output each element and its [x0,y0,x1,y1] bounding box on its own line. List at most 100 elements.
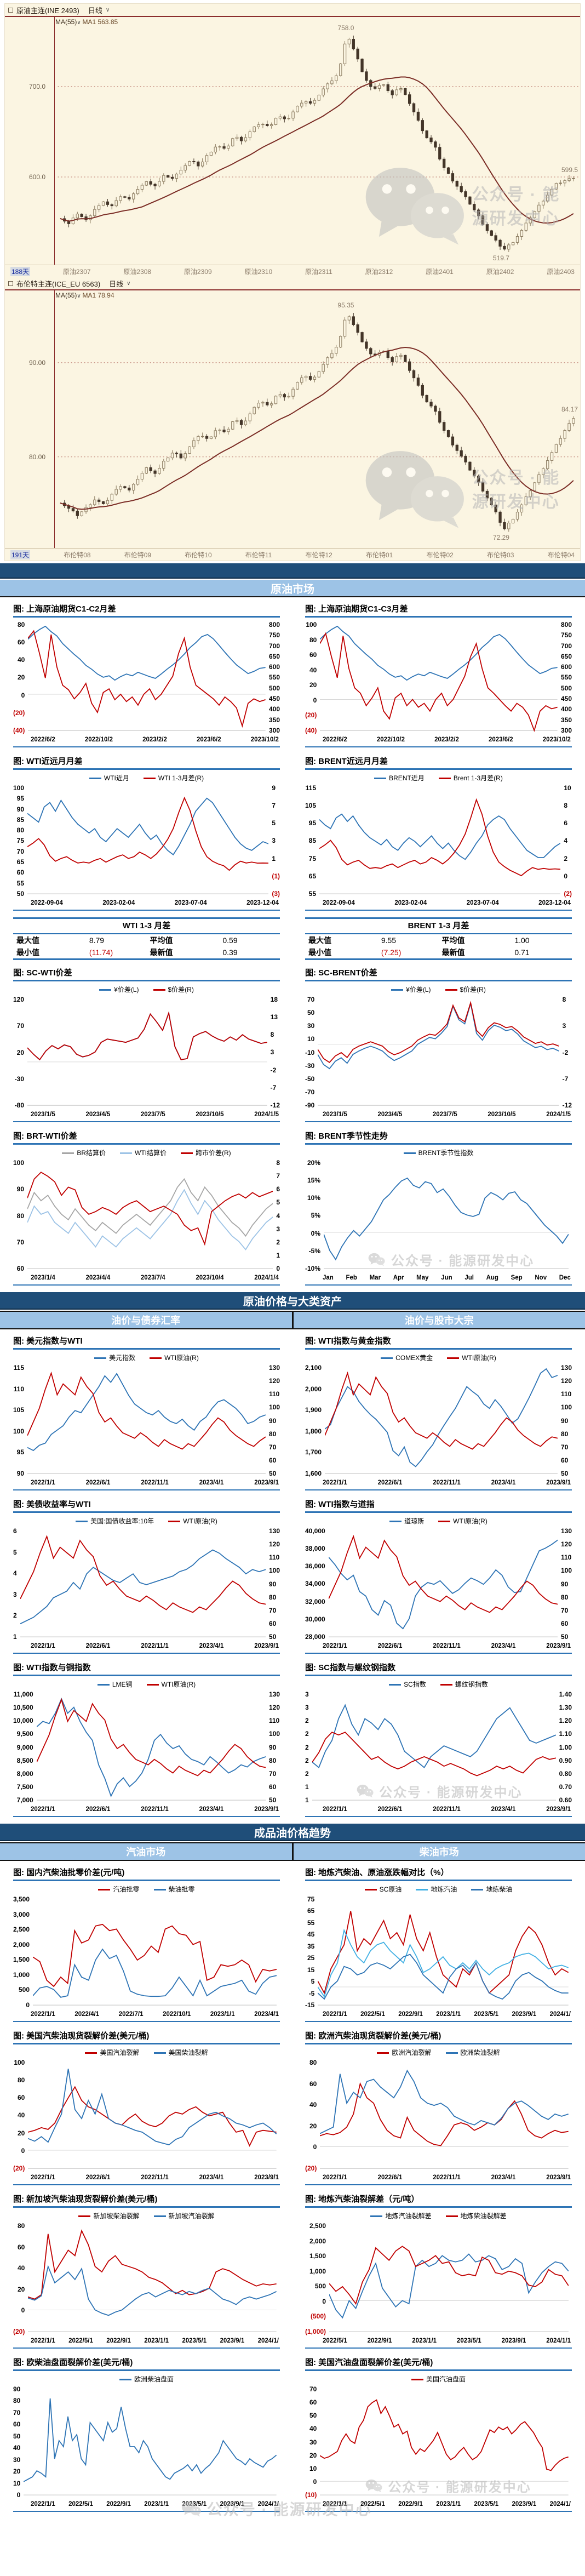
title-underline [305,1880,572,1881]
figure-brent-month: 图: BRENT近远月月差 BRENT近月 Brent 1-3月差(R) 115 105… [305,755,572,911]
x-tick: 2022/5/1 [323,2338,347,2344]
subsection-divider [291,1843,294,1860]
legend-item: 欧洲柴油盘面 [119,2374,174,2384]
fig-title: 图: 欧柴油盘面裂解价差(美元/桶) [13,2358,133,2367]
plot-canvas [28,620,266,735]
instrument-name: 原油主连(INE 2493) [16,6,79,15]
figure-bond-wti: 图: 美债收益率与WTI 美国:国债收益率:10年 WTI原油(R) 6 5 4 3 2 1 13… [13,1498,280,1654]
low-price-label: 72.29 [492,534,509,542]
y-tick: 1,900 [305,1406,322,1414]
x-tick: 2023/1/1 [436,2501,461,2508]
x-tick: 2022/7/1 [118,2011,144,2018]
high-price-label: 95.35 [337,301,354,309]
figure-brent-season: 图: BRENT季节性走势 BRENT季节性指数 20% 15% 10% 5% 0% -5% -… [305,1130,572,1286]
y-tick: 300 [268,726,280,734]
x-tick: 2022/1/1 [31,1480,55,1486]
fig-legend: 美元指数 WTI原油(R) [13,1352,280,1363]
legend-item: BRENT近月 [374,773,425,782]
x-tick: 2023/5/1 [182,2501,207,2508]
chevron-down-icon[interactable]: ∨ [105,7,110,13]
legend-item: BR结算价 [62,1148,106,1157]
legend-item: 新加坡柴油裂解 [78,2211,140,2220]
fig-legend: 美国:国债收益率:10年 WTI原油(R) [13,1515,280,1526]
y-tick: 85 [16,815,25,824]
x-tick: Jun [441,1275,452,1281]
y-tick: 50 [560,1470,569,1477]
y-tick: 3 [13,1590,17,1598]
legend-item: 跨市价差(R) [181,1148,231,1157]
y-tick: 100 [13,784,25,792]
terminal-chart-header: 布伦特主连(ICE_EU 6563) 日线 ∨ [5,277,580,290]
plot-canvas [27,1158,273,1273]
ma-name[interactable]: MA(55) [55,18,77,26]
plot-canvas [28,2221,277,2337]
y-tick: 90 [268,1416,277,1425]
fig-title: 图: 地炼汽柴油、原油涨跌幅对比（%） [305,1868,449,1877]
days-count-label: 191天 [10,550,31,559]
fig-legend: 美国汽油裂解 美国柴油裂解 [13,2047,280,2058]
subsection-gasoline-market: 汽油市场 [0,1843,292,1860]
y-tick: 65 [308,872,317,880]
legend-item: 螺纹钢指数 [440,1680,488,1689]
x-tick: 2023/9/1 [501,2338,526,2344]
fig-title: 图: 欧洲汽柴油现货裂解价差(美元/桶) [305,2031,441,2041]
y-tick: 1.40 [559,1690,572,1698]
series-line [27,1013,267,1060]
y-tick: -12 [562,1101,572,1109]
y-tick: 5% [311,1212,321,1220]
legend-swatch [447,1357,460,1359]
fig-legend: 汽油批零 柴油批零 [13,1883,280,1894]
subsection-title: 汽油市场 [126,1847,166,1858]
y-tick: 50 [16,889,25,898]
y-tick: 700 [560,642,572,650]
y-tick: 3,500 [13,1895,30,1903]
y-tick: -2 [562,1048,569,1056]
contract-tick-label: 布伦特02 [426,551,454,559]
x-axis-ticks: 2022/1/1 2022/4/1 2022/7/1 2022/10/1 2023/1/… [30,2010,280,2018]
fig-legend: 新加坡柴油裂解 新加坡汽油裂解 [13,2210,280,2221]
y-tick: 7 [276,1172,280,1180]
x-tick: 2023/9/1 [220,2338,245,2344]
title-underline [305,1348,572,1350]
y-tick: -5% [308,1247,321,1255]
legend-swatch [120,1152,132,1154]
legend-item: $价差(R) [445,985,486,994]
y-tick: 80 [16,826,25,835]
spread-stats: WTI 1-3 月差 最大值 8.79 平均值 0.59 最小值 (11.74)… [0,913,585,961]
chevron-down-icon[interactable]: ∨ [127,280,131,287]
series-line [20,1550,266,1624]
series-line [324,1178,569,1260]
chevron-down-icon[interactable]: ∨ [77,293,83,299]
y-tick: 95 [308,819,317,827]
y-tick: 11,000 [13,1690,33,1698]
fig-legend: BRENT近月 Brent 1-3月差(R) [305,772,572,783]
series-line [318,1911,569,1993]
x-tick: 2022/10/2 [376,736,405,743]
contract-tick-label: 布伦特10 [185,551,212,559]
x-tick: 2022/11/1 [433,1480,461,1486]
y-tick: 4 [564,837,568,845]
legend-swatch [181,1152,193,1154]
legend-label: 新加坡汽油裂解 [168,2212,215,2220]
stat-label: 最新值 [441,948,465,957]
figure-brt-wti: 图: BRT-WTI价差 BR结算价 WTI结算价 跨市价差(R) 100 90 80 70 6… [13,1130,280,1286]
x-tick: 2023/4/1 [199,1643,224,1649]
x-tick: 2023/9/1 [254,1806,279,1813]
period-selector[interactable]: 日线 [88,6,102,15]
x-tick: 2023/7/4 [140,1275,165,1281]
legend-item: 柴油批零 [153,1884,195,1894]
y-tick: 70 [16,1022,25,1030]
legend-item: WTI原油(R) [146,1680,196,1689]
legend-swatch [416,1888,428,1890]
x-axis-ticks: 2023/1/5 2023/4/5 2023/7/5 2023/10/5 2024/1/… [322,1110,572,1118]
chevron-down-icon[interactable]: ∨ [77,20,83,26]
plot-canvas [33,1894,277,2010]
y-tick: 110 [268,1553,280,1562]
ma-name[interactable]: MA(55) [55,292,77,299]
right-axis-ticks: 130 120 110 100 90 80 70 60 50 [561,1526,572,1642]
y-tick: 350 [560,716,572,724]
title-underline [305,1143,572,1145]
y-tick: 50 [268,1470,277,1477]
y-tick: 1,000 [309,2267,326,2275]
period-selector[interactable]: 日线 [109,279,124,288]
